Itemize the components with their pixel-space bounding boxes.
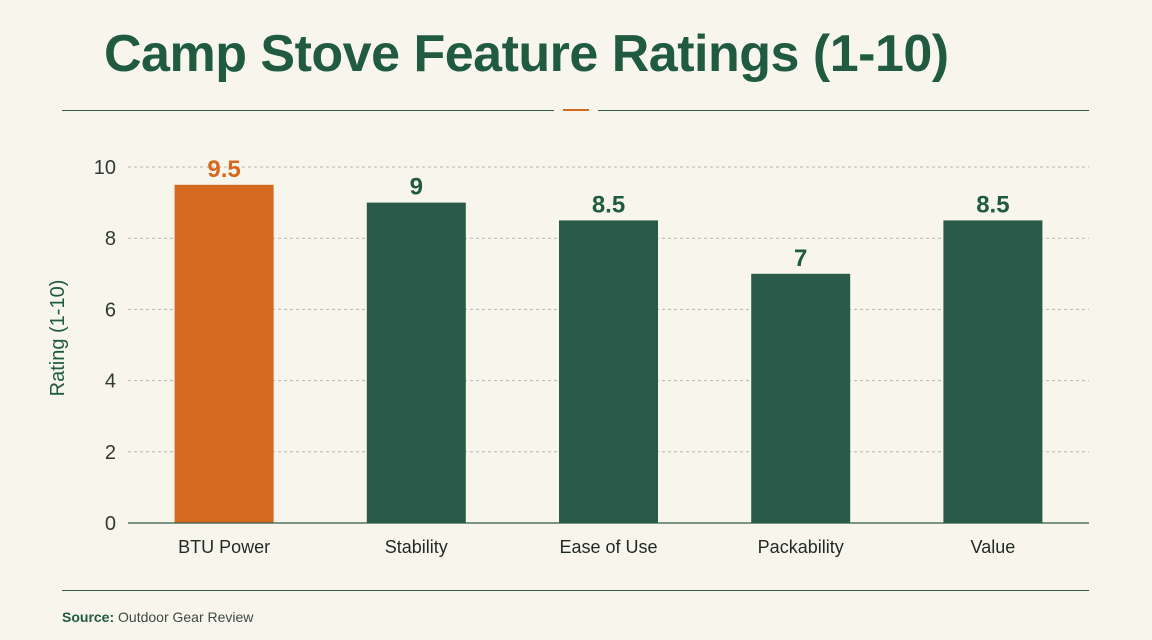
bar-value bbox=[943, 220, 1043, 523]
source-note: Source: Outdoor Gear Review bbox=[62, 609, 253, 625]
x-tick-label: Packability bbox=[758, 537, 844, 557]
bars bbox=[174, 184, 1043, 524]
data-labels: 9.5 9 8.5 7 8.5 bbox=[207, 156, 1009, 272]
title-rule-accent bbox=[563, 109, 589, 111]
data-label: 7 bbox=[794, 245, 807, 272]
source-label: Source: bbox=[62, 609, 115, 625]
title-rule-left bbox=[62, 110, 554, 111]
y-axis-label: Rating (1-10) bbox=[47, 280, 69, 397]
chart-title: Camp Stove Feature Ratings (1-10) bbox=[104, 25, 949, 83]
data-label: 9.5 bbox=[207, 156, 240, 183]
y-tick-label: 10 bbox=[94, 157, 116, 179]
y-tick-label: 2 bbox=[105, 442, 116, 464]
source-text: Outdoor Gear Review bbox=[118, 609, 254, 625]
bar-packability bbox=[751, 273, 851, 523]
y-tick-label: 8 bbox=[105, 228, 116, 250]
x-tick-label: Stability bbox=[385, 537, 448, 557]
y-axis-ticks: 0 2 4 6 8 10 bbox=[94, 157, 116, 535]
bar-ease-of-use bbox=[559, 220, 658, 523]
x-tick-label: BTU Power bbox=[178, 537, 270, 557]
y-tick-label: 6 bbox=[105, 299, 116, 321]
y-tick-label: 4 bbox=[105, 371, 116, 393]
title-rule-right bbox=[598, 110, 1089, 111]
x-axis-ticks: BTU Power Stability Ease of Use Packability… bbox=[178, 537, 1015, 557]
data-label: 9 bbox=[410, 174, 423, 201]
bar-stability bbox=[366, 202, 466, 523]
bar-btu-power bbox=[174, 184, 274, 524]
y-tick-label: 0 bbox=[105, 513, 116, 535]
data-label: 8.5 bbox=[976, 191, 1009, 218]
footer-rule bbox=[62, 590, 1089, 591]
x-tick-label: Ease of Use bbox=[559, 537, 657, 557]
data-label: 8.5 bbox=[592, 191, 625, 218]
x-tick-label: Value bbox=[971, 537, 1016, 557]
